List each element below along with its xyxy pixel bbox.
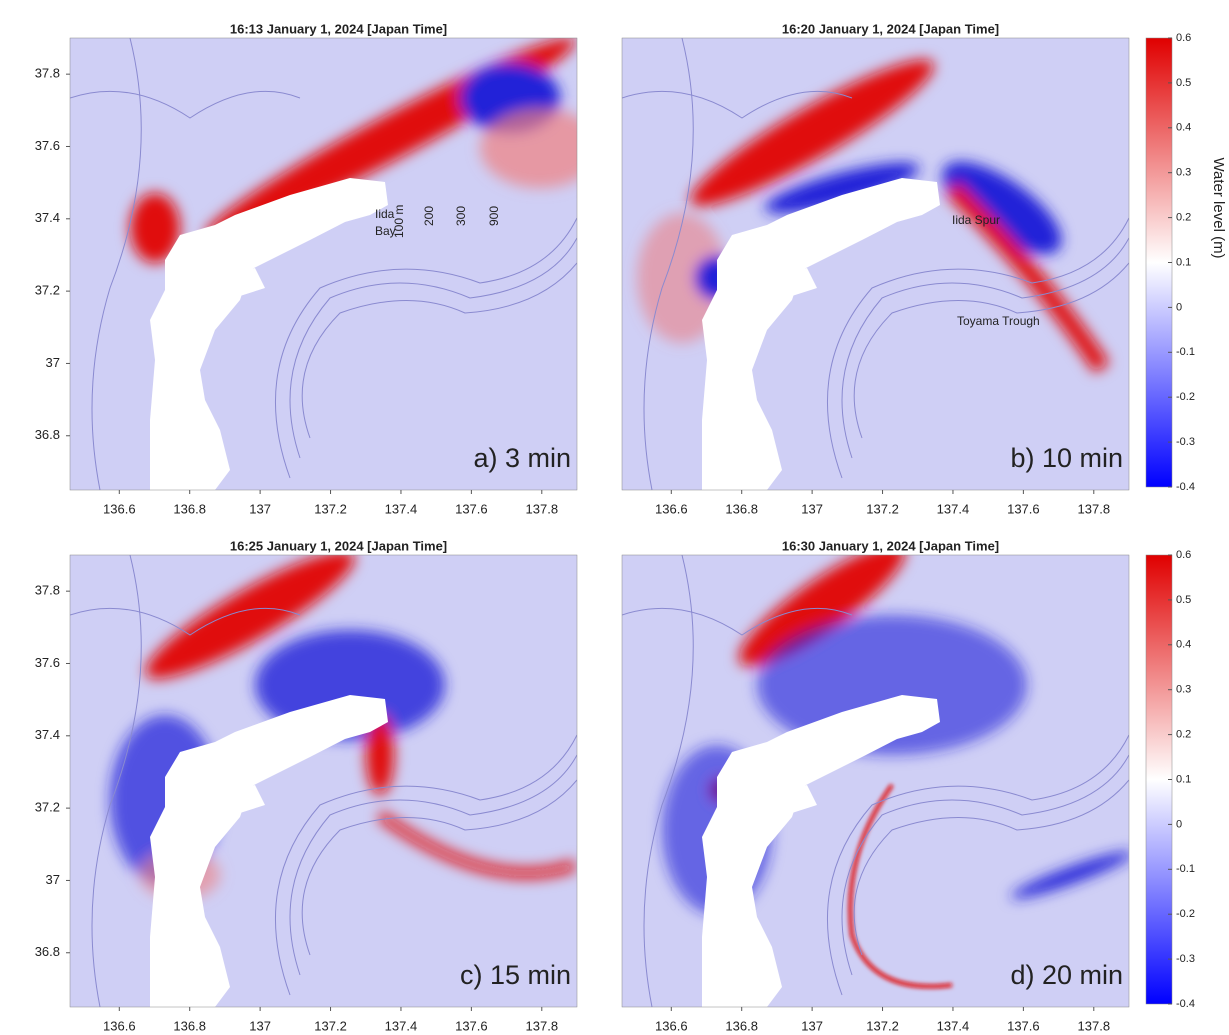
x-tick-label: 137.2 [866, 501, 899, 516]
x-tick-label: 136.8 [173, 1018, 206, 1033]
colorbar-tick-label: -0.4 [1176, 481, 1195, 493]
x-tick-label: 136.6 [655, 1018, 688, 1033]
x-tick-label: 137.2 [866, 1018, 899, 1033]
map-panel: 16:13 January 1, 2024 [Japan Time] a) 3 m… [35, 20, 600, 516]
colorbar-tick-label: 0.6 [1176, 32, 1191, 44]
x-tick-label: 137.4 [937, 1018, 970, 1033]
colorbar-tick-label: 0.6 [1176, 549, 1191, 561]
colorbar-tick-label: 0.5 [1176, 77, 1191, 89]
colorbar-tick-label: 0.3 [1176, 167, 1191, 179]
panel-label: c) 15 min [460, 960, 571, 990]
x-tick-label: 137.4 [385, 501, 418, 516]
annotation: 300 [454, 206, 468, 226]
x-tick-label: 136.6 [103, 1018, 136, 1033]
colorbar-tick-label: -0.1 [1176, 863, 1195, 875]
panel-title: 16:13 January 1, 2024 [Japan Time] [230, 21, 447, 36]
x-tick-label: 137 [801, 1018, 823, 1033]
colorbar-tick-label: -0.4 [1176, 998, 1195, 1010]
panel-label: b) 10 min [1010, 443, 1123, 473]
map-area [70, 533, 577, 1007]
y-tick-label: 37.6 [35, 655, 60, 670]
annotation: 200 [422, 206, 436, 226]
map-panel: 16:20 January 1, 2024 [Japan Time] b) 10 … [622, 21, 1129, 516]
wave-front [480, 108, 600, 188]
colorbar-tick-label: 0 [1176, 818, 1182, 830]
x-tick-label: 137 [249, 501, 271, 516]
x-tick-label: 136.6 [655, 501, 688, 516]
map-area [622, 527, 1136, 1007]
annotation: Iida Spur [952, 213, 1000, 227]
x-tick-label: 137.2 [314, 501, 347, 516]
x-tick-label: 136.8 [173, 501, 206, 516]
x-tick-label: 136.6 [103, 501, 136, 516]
map-panel: 16:25 January 1, 2024 [Japan Time] c) 15 … [35, 533, 577, 1033]
map-panel: 16:30 January 1, 2024 [Japan Time] d) 20 … [622, 527, 1136, 1033]
figure: 16:13 January 1, 2024 [Japan Time] a) 3 m… [0, 0, 1229, 1035]
annotation: 900 [487, 206, 501, 226]
x-tick-label: 137.8 [1078, 501, 1111, 516]
y-tick-label: 37.4 [35, 210, 60, 225]
colorbar-tick-label: -0.2 [1176, 908, 1195, 920]
colorbar-label: Water level (m) [1210, 157, 1227, 258]
x-tick-label: 137.6 [455, 1018, 488, 1033]
y-tick-label: 36.8 [35, 427, 60, 442]
x-tick-label: 137.6 [1007, 1018, 1040, 1033]
colorbar-tick-label: 0.1 [1176, 773, 1191, 785]
colorbar-tick-label: 0.2 [1176, 212, 1191, 224]
y-tick-label: 36.8 [35, 944, 60, 959]
colorbar-tick-label: -0.3 [1176, 953, 1195, 965]
panel-title: 16:30 January 1, 2024 [Japan Time] [782, 538, 999, 553]
x-tick-label: 137.8 [526, 501, 559, 516]
x-tick-label: 137.4 [385, 1018, 418, 1033]
x-tick-label: 137.6 [1007, 501, 1040, 516]
panel-title: 16:25 January 1, 2024 [Japan Time] [230, 538, 447, 553]
annotation: Toyama Trough [957, 314, 1040, 328]
x-tick-label: 137 [801, 501, 823, 516]
y-tick-label: 37 [46, 872, 60, 887]
y-tick-label: 37.8 [35, 583, 60, 598]
colorbar-tick-label: 0.1 [1176, 256, 1191, 268]
colorbar-tick-label: 0.5 [1176, 594, 1191, 606]
y-tick-label: 37.6 [35, 138, 60, 153]
colorbar-tick-label: 0.3 [1176, 684, 1191, 696]
y-tick-label: 37 [46, 355, 60, 370]
y-tick-label: 37.2 [35, 283, 60, 298]
colorbar-tick-label: -0.1 [1176, 346, 1195, 358]
colorbar-tick-label: 0.4 [1176, 639, 1191, 651]
map-area [622, 38, 1129, 490]
colorbar-tick-label: -0.2 [1176, 391, 1195, 403]
x-tick-label: 136.8 [725, 501, 758, 516]
panel-label: a) 3 min [473, 443, 571, 473]
map-area [70, 20, 600, 490]
x-tick-label: 136.8 [725, 1018, 758, 1033]
panel-title: 16:20 January 1, 2024 [Japan Time] [782, 21, 999, 36]
panel-label: d) 20 min [1010, 960, 1123, 990]
colorbar: 0.6 0.5 0.4 0.3 0.2 0.1 0 -0.1 -0.2 -0.3 -0.4 [1146, 549, 1195, 1010]
x-tick-label: 137.8 [1078, 1018, 1111, 1033]
y-tick-label: 37.2 [35, 800, 60, 815]
colorbar-tick-label: 0.2 [1176, 729, 1191, 741]
colorbar-tick-label: 0.4 [1176, 122, 1191, 134]
x-tick-label: 137.4 [937, 501, 970, 516]
x-tick-label: 137.8 [526, 1018, 559, 1033]
x-tick-label: 137 [249, 1018, 271, 1033]
colorbar-tick-label: 0 [1176, 301, 1182, 313]
colorbar-tick-label: -0.3 [1176, 436, 1195, 448]
x-tick-label: 137.6 [455, 501, 488, 516]
x-tick-label: 137.2 [314, 1018, 347, 1033]
annotation: 100 m [392, 205, 406, 238]
y-tick-label: 37.8 [35, 66, 60, 81]
colorbar: 0.6 0.5 0.4 0.3 0.2 0.1 0 -0.1 -0.2 -0.3 -0.4 Water… [1146, 32, 1227, 493]
y-tick-label: 37.4 [35, 727, 60, 742]
